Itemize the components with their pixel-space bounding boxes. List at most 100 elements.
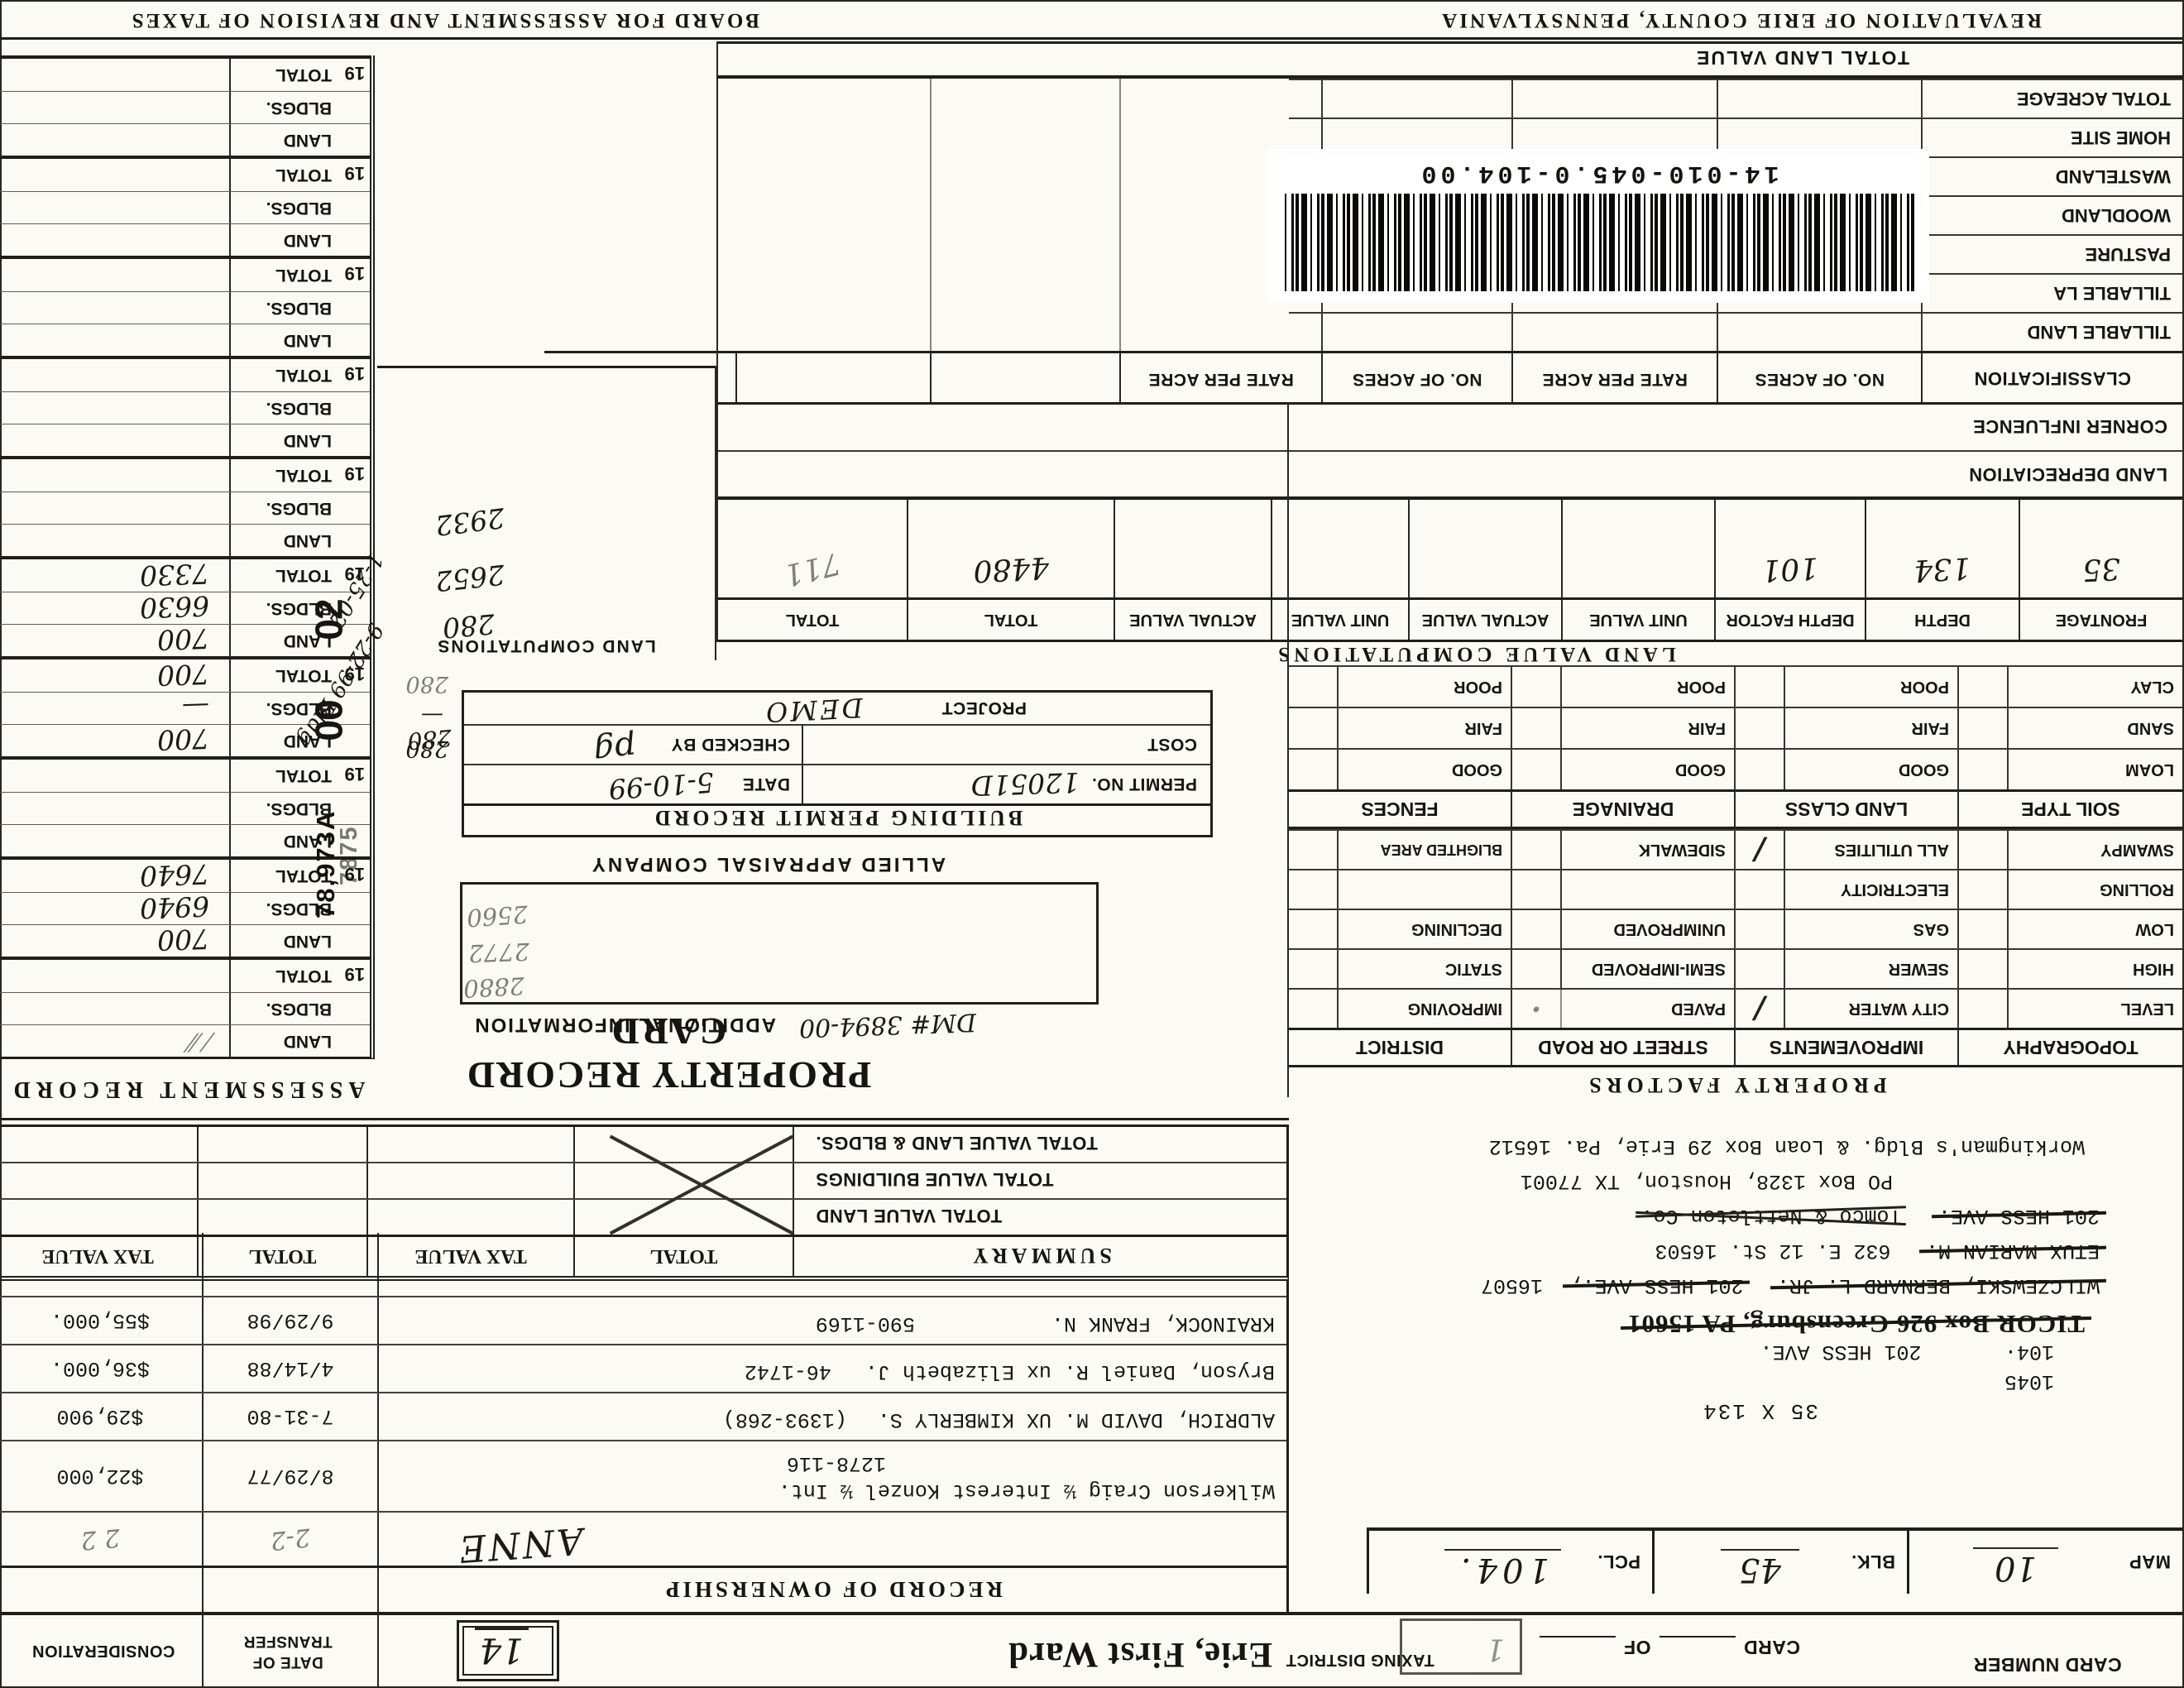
- topography-header: TOPOGRAPHY: [1959, 1028, 2182, 1067]
- owner-name: Bryson, Daniel R. ux Elizabeth J.: [864, 1360, 1275, 1383]
- factor-rolling: ROLLING: [1959, 869, 2182, 909]
- bldgs-label: BLDGS.: [266, 98, 332, 117]
- total-label: TOTAL: [275, 65, 332, 85]
- factor-label: SEWER: [1888, 960, 1949, 979]
- row-label: PASTURE: [2085, 244, 2172, 266]
- date-scribble: 2-2: [269, 1523, 312, 1556]
- check-cell: [1959, 667, 2009, 707]
- allied-appraisal-company: ALLIED APPRAISAL COMPANY: [589, 853, 946, 875]
- owner-date-cell: 9/29/98: [204, 1297, 379, 1344]
- factor-label: SWAMPY: [2100, 841, 2174, 860]
- owner-row-krainock: KRAINOCK, FRANK N. 590-1169 9/29/98 $55,…: [0, 1297, 1286, 1345]
- land-table-right-edge: [716, 41, 718, 642]
- check-cell: [1959, 990, 2009, 1028]
- map-value: 10: [1973, 1547, 2058, 1587]
- barcode-panel: 14-010-045.0-104.00: [1267, 149, 1929, 303]
- cons-scribble: 2 2: [79, 1523, 122, 1556]
- total-header-1: TOTAL: [908, 600, 1115, 640]
- factor-all-utilities: ALL UTILITIES ∕: [1736, 829, 1959, 869]
- factor-label: [1339, 870, 1511, 909]
- owner-cons-cell: 2 2: [0, 1513, 204, 1566]
- owner-name-cell: Wilkerson Craig ½ Interest Konzel ½ Int.…: [379, 1441, 1286, 1511]
- drainage-header: DRAINAGE: [1512, 789, 1736, 829]
- unit-value-header-2: UNIT VALUE: [1272, 600, 1410, 640]
- bldgs-label: BLDGS.: [266, 299, 332, 318]
- dm-number-note: DM# 3894-00: [798, 1007, 977, 1043]
- rate-per-acre-header-1: RATE PER ACRE: [1513, 353, 1718, 402]
- row-total-acreage: TOTAL ACREAGE: [1289, 79, 2182, 117]
- year-19: 19: [344, 163, 365, 184]
- check-cell: [1736, 870, 1785, 909]
- fences-poor: POOR: [1289, 665, 1512, 707]
- permit-row-2: COST CHECKED BY pg: [464, 724, 1210, 771]
- land-value-values-row: 35 134 101 4480 711: [718, 496, 2182, 597]
- summary-taxvalue-1: TAX VALUE: [368, 1237, 575, 1276]
- factor-label: LOW: [2135, 920, 2174, 939]
- factor-level: LEVEL: [1959, 988, 2182, 1028]
- fences-good: GOOD: [1289, 748, 1512, 789]
- info-scribble-1: 2880: [462, 971, 525, 1003]
- of-label: OF: [1623, 1637, 1651, 1658]
- summary-cell: [199, 1200, 368, 1235]
- bldgs-label: BLDGS.: [266, 399, 332, 418]
- owner-name: Wilkerson Craig ½ Interest Konzel ½ Int.: [778, 1479, 1275, 1503]
- row-label: WOODLAND: [2062, 205, 2171, 227]
- factor-blank: [1289, 869, 1512, 909]
- address-632-e12: 632 E. 12 St. 16503: [1655, 1239, 1891, 1263]
- landclass-fair: FAIR: [1736, 707, 1959, 748]
- row-tillable-land: TILLABLE LAND: [1289, 312, 2182, 351]
- check-cell: [1959, 750, 2009, 789]
- owner-cons-cell: $55,000.: [0, 1297, 204, 1344]
- check-cell: [1289, 950, 1339, 988]
- summary-total-1: TOTAL: [575, 1237, 794, 1276]
- factor-label: ELECTRICITY: [1840, 880, 1949, 899]
- factor-high: HIGH: [1959, 948, 2182, 988]
- stamp-7875: 7875: [336, 825, 362, 885]
- total-value: 7640: [139, 857, 210, 893]
- deed-book-page: 46-1742: [744, 1360, 831, 1383]
- check-cell: [1736, 750, 1785, 789]
- factor-improving: IMPROVING: [1289, 988, 1512, 1028]
- blk-label: BLK.: [1851, 1551, 1895, 1572]
- factor-static: STATIC: [1289, 948, 1512, 988]
- factor-blighted-area: BLIGHTED AREA: [1289, 829, 1512, 869]
- acre-cell: [1323, 80, 1513, 117]
- unit-value-cell-2: [1272, 500, 1410, 597]
- assessment-block: LAND BLDGS. 19 TOTAL: [0, 256, 370, 356]
- owner-name: ALDRICH, DAVID M. UX KIMBERLY S.: [877, 1407, 1275, 1431]
- soil-label: FAIR: [1911, 719, 1949, 738]
- total-label: TOTAL: [275, 366, 332, 386]
- pcl-value: 104.: [1444, 1549, 1561, 1589]
- strip-divider-1: [377, 1614, 379, 1686]
- consideration-header: CONSIDERATION: [31, 1642, 175, 1660]
- ownership-table: RECORD OF OWNERSHIP ANNE 2-2 2 2 Wilkers…: [0, 1233, 1289, 1614]
- check-cell: [1736, 667, 1785, 707]
- bldgs-value: —: [181, 690, 210, 724]
- summary-cell: [0, 1125, 199, 1162]
- factor-label: PAVED: [1671, 1000, 1726, 1019]
- year-19: 19: [344, 964, 365, 985]
- card-label: CARD: [1743, 1637, 1800, 1658]
- soil-loam: LOAM: [1959, 748, 2182, 789]
- soil-label: FAIR: [1464, 719, 1502, 738]
- acre-cell: [1718, 80, 1923, 117]
- land-computations-label: LAND COMPUTATIONS: [436, 636, 656, 655]
- check-mark: ·: [1512, 990, 1562, 1028]
- soil-label: POOR: [1677, 678, 1726, 697]
- classification-header-row: CLASSIFICATION NO. OF ACRES RATE PER ACR…: [544, 351, 2182, 402]
- owner-name-cell: ANNE: [379, 1513, 1286, 1571]
- wilczewski-line: WILCZEWSKI, BERNARD L. JR. 201 HESS AVE.…: [1481, 1273, 2100, 1297]
- owner-row-aldrich: ALDRICH, DAVID M. UX KIMBERLY S. (1393-2…: [0, 1393, 1286, 1441]
- project-value-demo: DEMO: [763, 691, 864, 729]
- owner-row-wilkerson: Wilkerson Craig ½ Interest Konzel ½ Int.…: [0, 1441, 1286, 1513]
- assessment-block: LAND BLDGS. 19 TOTAL: [0, 55, 370, 156]
- year-19: 19: [344, 463, 365, 484]
- actual-value-cell-1: [1410, 500, 1563, 597]
- date-col-head: [204, 1568, 379, 1614]
- check-cell: [1289, 708, 1339, 748]
- summary-cell: [199, 1163, 368, 1198]
- actual-value-cell-2: [1115, 500, 1272, 597]
- factor-label: SEMI-IMPROVED: [1591, 960, 1726, 979]
- no-of-acres-header-2: NO. OF ACRES: [1323, 353, 1513, 402]
- total-value: 700: [156, 657, 210, 693]
